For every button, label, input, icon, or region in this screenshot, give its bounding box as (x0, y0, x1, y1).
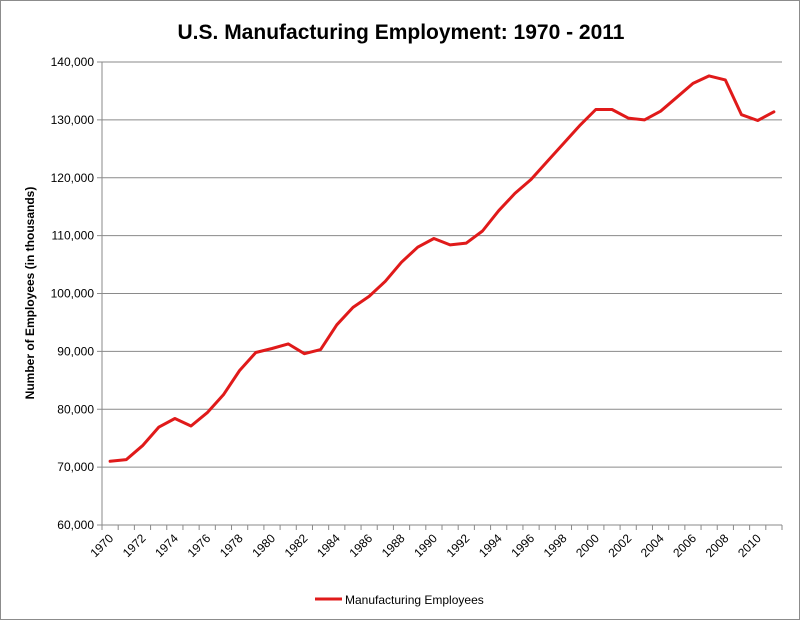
y-tick-label: 130,000 (51, 113, 95, 127)
x-tick-label: 1988 (379, 531, 408, 560)
y-axis-tick-labels: 60,000 70,000 80,000 90,000 100,000 110,000 12… (51, 55, 95, 532)
y-tick-label: 60,000 (57, 518, 94, 532)
x-tick-label: 2010 (735, 531, 764, 560)
x-tick-label: 1976 (185, 531, 214, 560)
x-tick-label: 2006 (670, 531, 699, 560)
x-tick-label: 1982 (282, 531, 311, 560)
x-tick-label: 1994 (476, 531, 505, 560)
gridlines (102, 62, 782, 467)
series-line (110, 76, 774, 461)
series-layer (110, 76, 774, 462)
x-tick-label: 1974 (152, 531, 181, 560)
y-tick-label: 100,000 (51, 287, 95, 301)
x-tick-label: 2004 (638, 531, 667, 560)
y-tick-label: 110,000 (52, 229, 95, 243)
x-tick-label: 1972 (120, 531, 149, 560)
axes (97, 62, 782, 530)
x-tick-label: 2008 (703, 531, 732, 560)
legend: Manufacturing Employees (315, 593, 484, 607)
x-tick-label: 1996 (508, 531, 537, 560)
y-tick-label: 90,000 (57, 344, 94, 358)
chart-title: U.S. Manufacturing Employment: 1970 - 20… (178, 21, 625, 44)
x-tick-label: 1990 (411, 531, 440, 560)
x-tick-label: 1998 (541, 531, 570, 560)
legend-label: Manufacturing Employees (345, 593, 484, 607)
y-tick-label: 140,000 (51, 55, 95, 69)
x-tick-label: 1984 (314, 531, 343, 560)
x-tick-label: 1980 (249, 531, 278, 560)
x-tick-label: 1992 (444, 531, 473, 560)
x-tick-label: 1970 (87, 531, 116, 560)
y-axis-label: Number of Employees (in thousands) (23, 187, 37, 400)
x-tick-label: 2000 (573, 531, 602, 560)
y-tick-label: 70,000 (57, 460, 94, 474)
x-tick-label: 1986 (346, 531, 375, 560)
x-tick-label: 1978 (217, 531, 246, 560)
x-tick-label: 2002 (606, 531, 635, 560)
y-tick-label: 120,000 (51, 171, 95, 185)
y-tick-label: 80,000 (57, 402, 94, 416)
